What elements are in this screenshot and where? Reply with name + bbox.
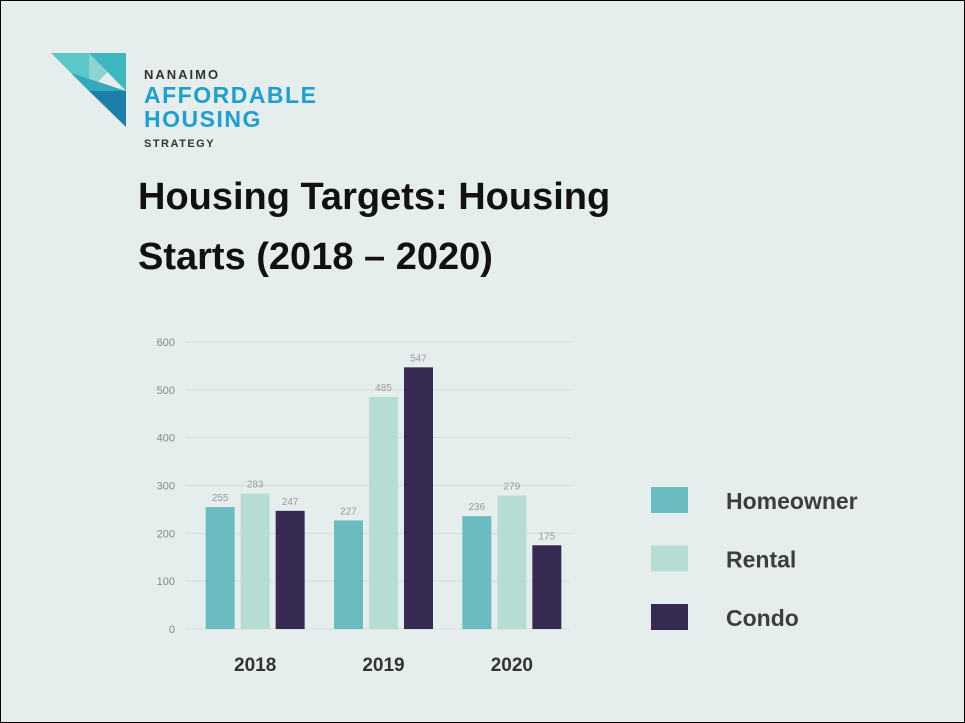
legend-label: Homeowner	[726, 488, 858, 514]
legend-label: Rental	[726, 547, 796, 573]
value-label: 279	[503, 482, 520, 493]
value-label: 255	[212, 493, 229, 504]
y-tick-label: 100	[157, 576, 175, 588]
bar	[462, 516, 492, 629]
x-tick-label: 2019	[362, 655, 404, 676]
bar	[240, 493, 270, 629]
value-label: 227	[340, 506, 357, 517]
legend-label: Condo	[726, 605, 799, 631]
bar	[369, 397, 398, 629]
y-tick-label: 600	[157, 337, 175, 349]
y-tick-label: 500	[157, 385, 175, 397]
logo-mark	[51, 53, 126, 127]
logo-text: HOUSING	[144, 106, 262, 132]
bar	[404, 367, 433, 629]
value-label: 283	[247, 480, 264, 491]
bar	[532, 545, 562, 629]
y-tick-label: 400	[157, 433, 175, 445]
bar	[497, 495, 527, 629]
logo-text: AFFORDABLE	[144, 82, 317, 108]
y-tick-label: 0	[169, 624, 175, 636]
y-tick-label: 200	[157, 528, 175, 540]
bar	[275, 510, 305, 629]
bar	[334, 520, 363, 629]
value-label: 547	[410, 353, 427, 364]
x-tick-label: 2018	[234, 655, 276, 676]
value-label: 175	[538, 531, 555, 542]
logo-text: NANAIMO	[144, 67, 220, 82]
legend-swatch	[651, 604, 688, 630]
value-label: 247	[282, 497, 299, 508]
value-label: 485	[375, 383, 392, 394]
legend-swatch	[651, 487, 688, 513]
y-tick-label: 300	[157, 481, 175, 493]
legend-swatch	[651, 545, 688, 572]
bar	[205, 507, 235, 629]
x-tick-label: 2020	[491, 655, 533, 676]
logo-text: STRATEGY	[144, 138, 215, 150]
value-label: 236	[468, 502, 485, 513]
chart-title: Housing Targets: Housing Starts (2018 – …	[138, 176, 611, 278]
